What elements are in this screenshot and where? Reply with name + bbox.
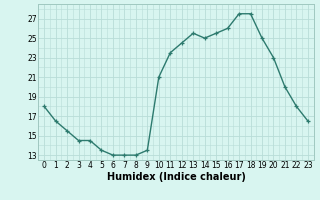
X-axis label: Humidex (Indice chaleur): Humidex (Indice chaleur) [107, 172, 245, 182]
